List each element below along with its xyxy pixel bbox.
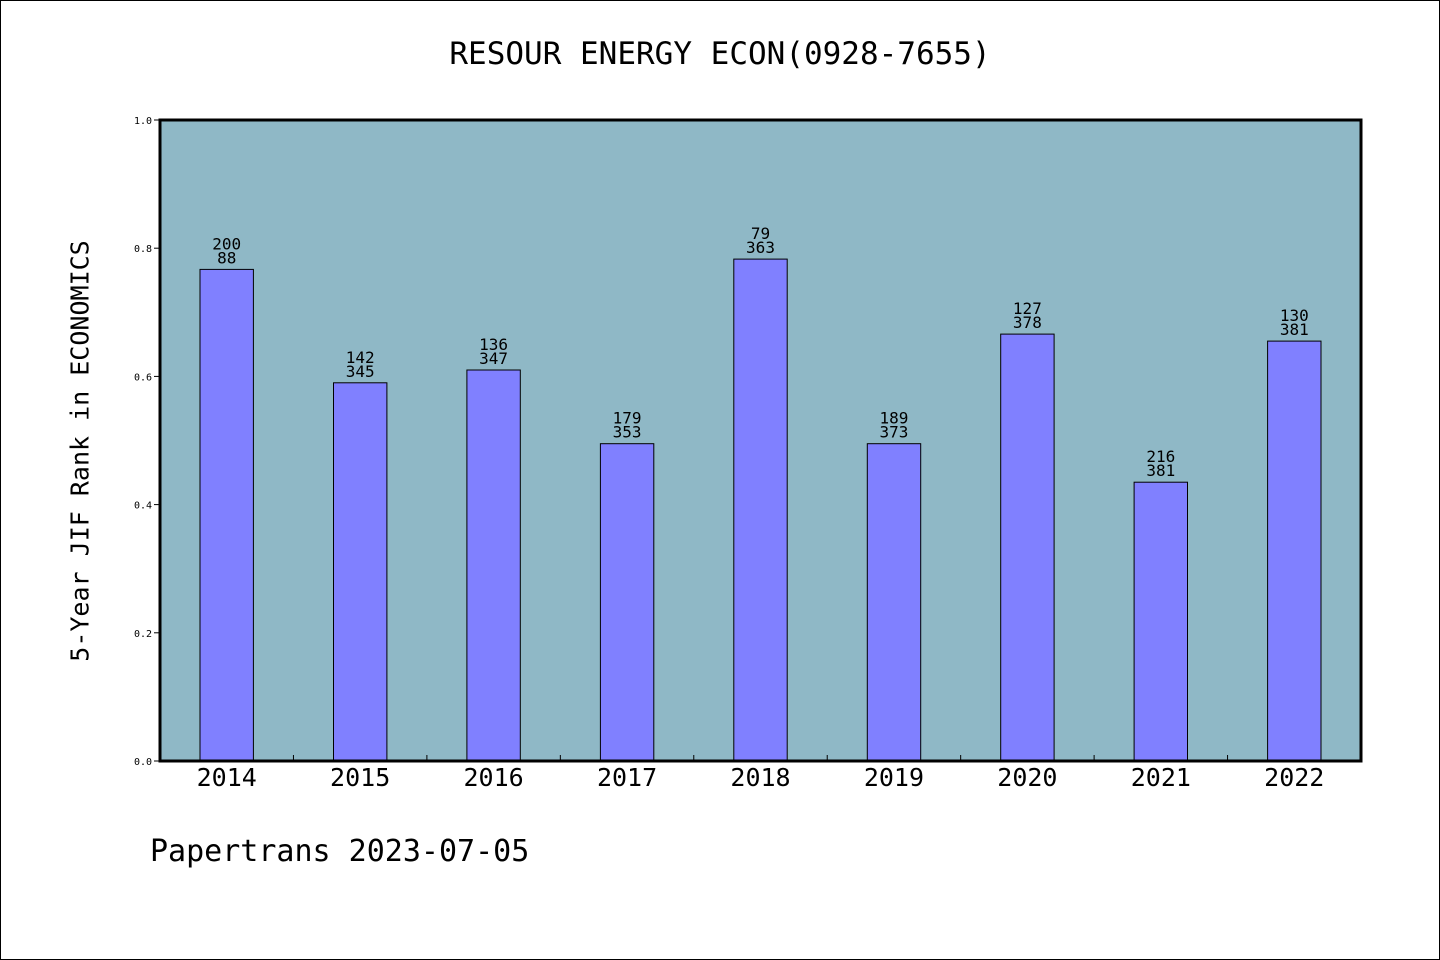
- x-tick-label-2014: 2014: [197, 763, 257, 792]
- x-tick-label-2022: 2022: [1264, 763, 1324, 792]
- bar-2020: [1000, 333, 1055, 762]
- y-tick-label: 1.0: [134, 116, 152, 127]
- bar-label-total-2022: 381: [1280, 320, 1309, 339]
- y-axis-ticks: 0.0 0.2 0.4 0.6 0.8 1.0: [134, 116, 160, 768]
- chart-title: RESOUR ENERGY ECON(0928-7655): [449, 36, 991, 72]
- bar-label-total-2016: 347: [479, 349, 508, 368]
- y-tick-label: 0.8: [134, 244, 152, 255]
- bar-2022: [1267, 340, 1322, 762]
- bar-label-total-2019: 373: [879, 423, 908, 442]
- bar-label-rank-2020: 127: [1013, 299, 1042, 318]
- bar-label-rank-2015: 142: [346, 348, 375, 367]
- x-tick-label-2015: 2015: [330, 763, 390, 792]
- bar-label-total-2017: 353: [613, 423, 642, 442]
- bar-label-rank-2016: 136: [479, 335, 508, 354]
- x-tick-label-2020: 2020: [997, 763, 1057, 792]
- x-tick-label-2018: 2018: [730, 763, 790, 792]
- x-tick-label-2017: 2017: [597, 763, 657, 792]
- bar-2014: [199, 268, 254, 762]
- bar-label-rank-2019: 189: [879, 409, 908, 428]
- bar-label-rank-2018: 79: [751, 224, 770, 243]
- y-tick-label: 0.6: [134, 372, 152, 383]
- bar-2018: [733, 258, 788, 762]
- x-tick-label-2016: 2016: [464, 763, 524, 792]
- bar-label-rank-2022: 130: [1280, 306, 1309, 325]
- bar-label-rank-2021: 216: [1146, 447, 1175, 466]
- bar-label-total-2021: 381: [1146, 461, 1175, 480]
- x-tick-label-2021: 2021: [1131, 763, 1191, 792]
- bar-2016: [466, 369, 521, 762]
- bar-label-total-2018: 363: [746, 238, 775, 257]
- bar-2017: [599, 443, 655, 762]
- bar-label-rank-2014: 200: [212, 234, 241, 253]
- y-tick-label: 0.2: [134, 629, 152, 640]
- bar-2021: [1133, 481, 1188, 762]
- bar-label-total-2020: 378: [1013, 313, 1042, 332]
- footer-credit: Papertrans 2023-07-05: [150, 834, 530, 869]
- y-tick-label: 0.0: [134, 757, 152, 768]
- bar-2015: [333, 382, 388, 762]
- x-tick-label-2019: 2019: [864, 763, 924, 792]
- y-tick-label: 0.4: [134, 501, 152, 512]
- bar-label-total-2015: 345: [346, 362, 375, 381]
- x-axis-ticks: 2014 2015 2016 2017 2018 2019 2020 2021 2022: [197, 755, 1324, 792]
- plot-border: [158, 118, 1363, 763]
- bar-2019: [866, 443, 922, 762]
- bar-label-total-2014: 88: [217, 248, 236, 267]
- bar-label-rank-2017: 179: [613, 409, 642, 428]
